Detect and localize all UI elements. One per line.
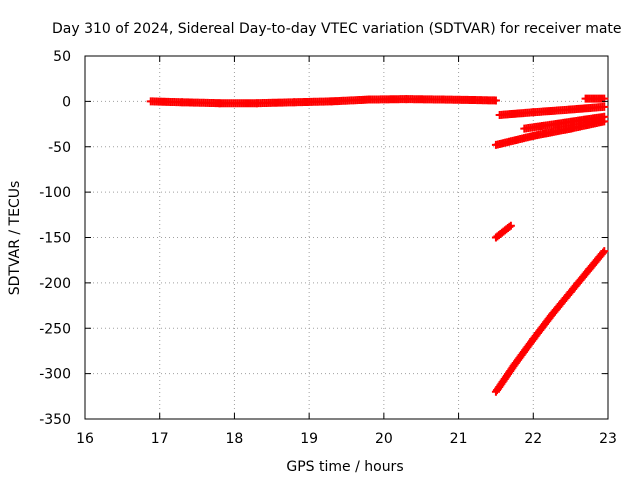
data-point: [600, 112, 609, 121]
plot-area: [84, 55, 609, 420]
x-tick-label: 18: [226, 431, 244, 447]
data-point: [491, 96, 500, 105]
series-arc-1: [146, 95, 500, 108]
x-tick-label: 22: [524, 431, 542, 447]
y-tick-label: -200: [39, 276, 71, 292]
data-point: [600, 247, 609, 256]
chart-title: Day 310 of 2024, Sidereal Day-to-day VTE…: [52, 21, 622, 37]
x-tick-label: 20: [375, 431, 393, 447]
y-tick-label: -350: [39, 412, 71, 428]
series-arc-2: [491, 117, 609, 149]
x-tick-label: 19: [300, 431, 318, 447]
x-tick-label: 23: [599, 431, 617, 447]
y-tick-label: -300: [39, 367, 71, 383]
y-axis: 50 0 -50 -100 -150 -200 -250 -300 -350: [39, 49, 608, 428]
x-tick-label: 17: [151, 431, 169, 447]
series-arc-6: [491, 221, 515, 242]
x-tick-label: 16: [76, 431, 94, 447]
y-tick-label: -250: [39, 321, 71, 337]
series-arc-4: [520, 112, 609, 133]
y-axis-label: SDTVAR / TECUs: [7, 181, 23, 296]
y-tick-label: -100: [39, 185, 71, 201]
y-tick-label: 0: [62, 94, 71, 110]
data-point: [599, 248, 608, 257]
x-axis: 16 17 18 19 20 21 22 23: [76, 56, 617, 447]
y-tick-label: 50: [53, 49, 71, 65]
y-tick-label: -50: [48, 140, 71, 156]
x-tick-label: 21: [450, 431, 468, 447]
series-arc-3: [495, 102, 609, 119]
series-arc-7: [491, 247, 609, 396]
data-point: [506, 221, 515, 230]
data-point: [505, 222, 514, 231]
series-arc-5: [581, 94, 609, 103]
x-axis-label: GPS time / hours: [286, 459, 403, 475]
grid: [85, 56, 608, 419]
y-tick-label: -150: [39, 231, 71, 247]
data-point: [600, 102, 609, 111]
